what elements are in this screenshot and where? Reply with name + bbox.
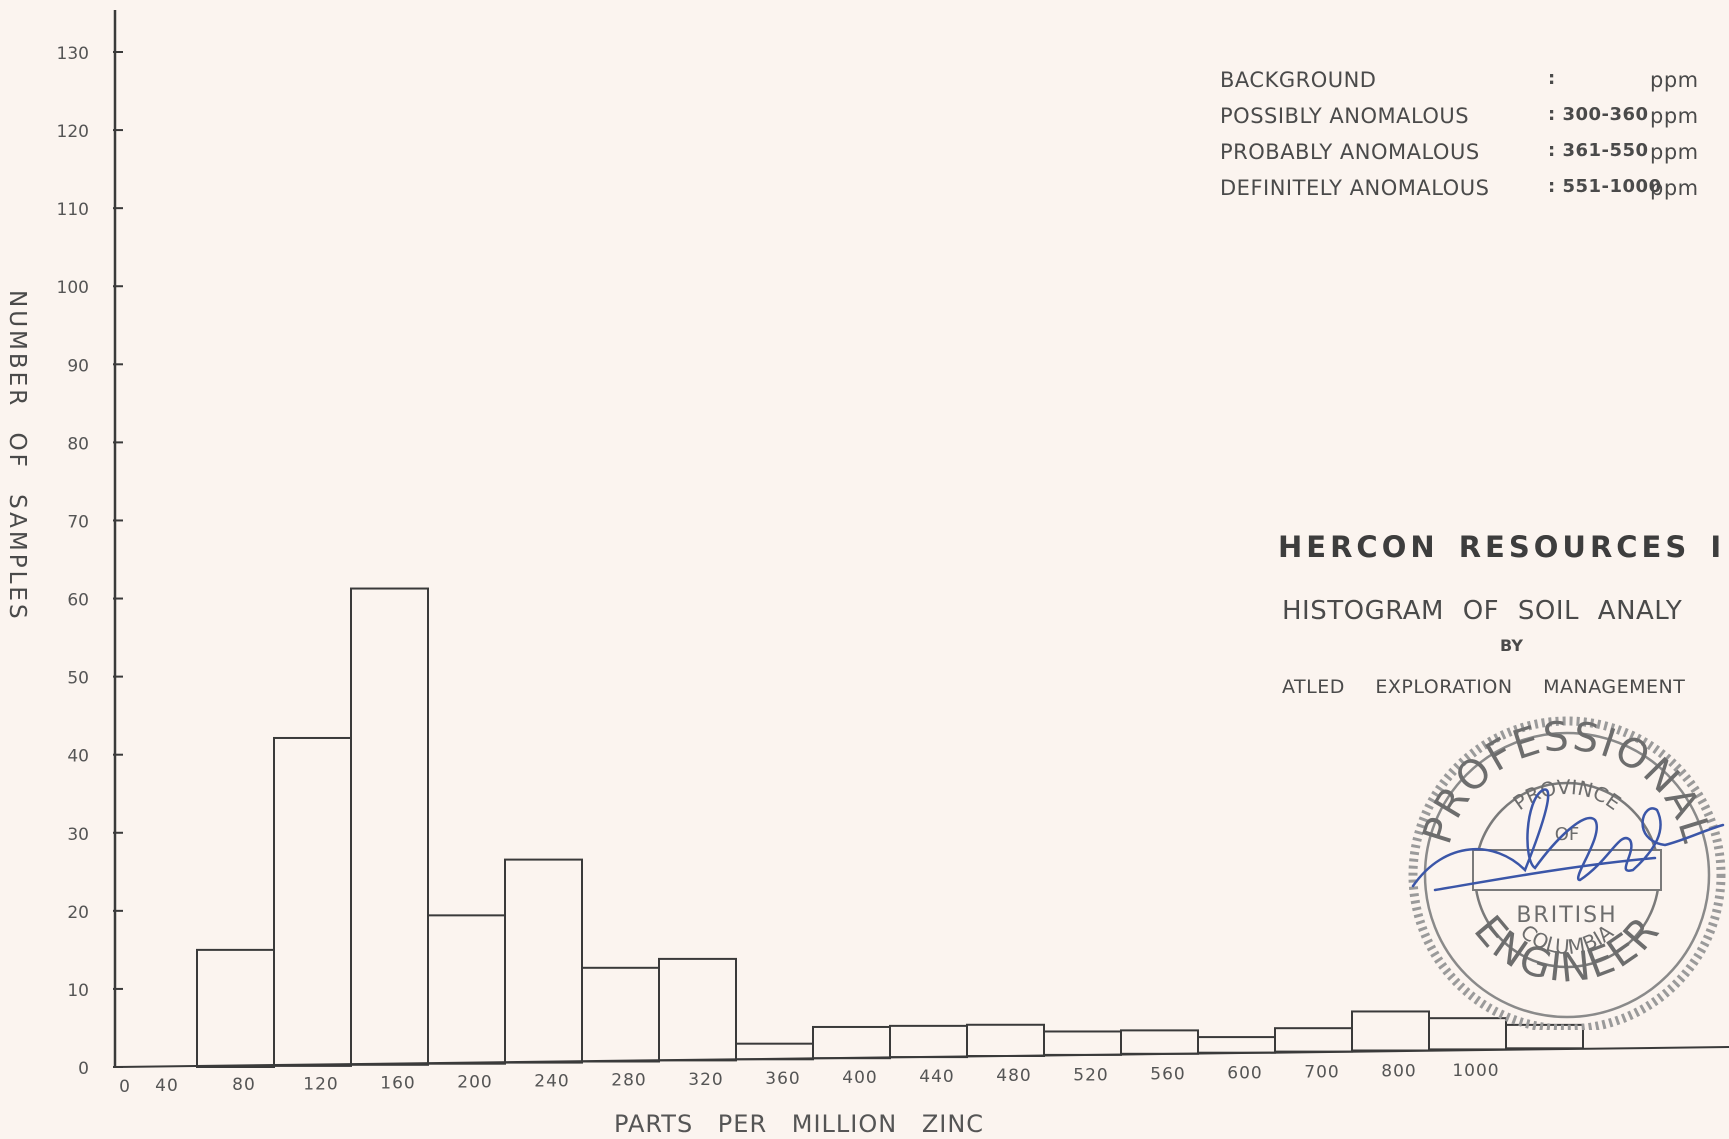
histogram-bars [196,587,1584,1069]
x-tick-label: 200 [457,1073,492,1093]
company-name: HERCON RESOURCES I [1278,530,1726,564]
x-tick-label: 700 [1304,1063,1339,1083]
y-tick-label: 40 [67,747,89,767]
x-tick-label: 440 [919,1067,954,1087]
histogram-bar [1120,1029,1199,1055]
legend-range: : 300-360 [1548,104,1649,125]
legend-range: : 361-550 [1548,140,1649,161]
by-label: BY [1500,636,1523,655]
histogram-bar [658,957,737,1062]
legend-unit: ppm [1650,68,1699,92]
legend-label: DEFINITELY ANOMALOUS [1220,176,1490,200]
histogram-bar [966,1023,1045,1058]
histogram-bar [427,914,506,1065]
engineer-seal-stamp: PROFESSIONAL ENGINEER PROVINCE OF BRITIS… [1408,713,1726,1030]
seal-province-text: PROVINCE [1509,775,1626,815]
x-tick-label: 0 [119,1077,131,1097]
histogram-bar [1274,1027,1353,1053]
y-tick-label: 90 [67,356,89,376]
y-tick-label: 20 [67,903,89,923]
y-tick-label: 10 [67,981,89,1001]
legend-unit: ppm [1650,104,1699,128]
histogram-bar [350,587,429,1066]
x-tick-label: 1000 [1452,1061,1499,1081]
y-axis-label: NUMBER OF SAMPLES [4,290,30,622]
y-tick-label: 80 [67,434,89,454]
x-axis-label: PARTS PER MILLION ZINC [614,1110,985,1138]
chart-title: HISTOGRAM OF SOIL ANALY [1282,596,1683,626]
x-tick-label: 520 [1073,1065,1108,1085]
seal-of-text: OF [1555,824,1580,845]
legend-range: : [1548,68,1556,89]
y-tick-label: 100 [57,278,89,298]
legend-unit: ppm [1650,140,1699,164]
y-tick-label: 70 [67,512,89,532]
histogram-bar [1505,1023,1584,1050]
x-axis-ticks: 0 40 80 120 160 200 240 280 320 360 400 440 480 520 56… [119,1061,1499,1097]
x-tick-label: 600 [1227,1064,1262,1084]
x-tick-label: 400 [842,1068,877,1088]
histogram-bar [504,858,583,1064]
legend-range: : 551-1000 [1548,176,1662,197]
x-tick-label: 40 [155,1076,179,1096]
signature-icon [1411,788,1725,892]
y-tick-label: 120 [57,122,89,142]
histogram-bar [1043,1030,1122,1056]
x-tick-label: 800 [1381,1062,1416,1082]
histogram-bar [735,1042,814,1061]
histogram-bar [812,1025,891,1060]
y-tick-label: 0 [78,1059,89,1079]
x-tick-label: 120 [303,1074,338,1094]
x-tick-label: 560 [1150,1064,1185,1084]
x-tick-label: 320 [688,1070,723,1090]
y-tick-label: 130 [57,44,89,64]
histogram-bar [581,966,660,1063]
y-axis-ticks: 0 10 20 30 40 50 60 70 80 90 100 110 120 130 [57,44,123,1079]
x-tick-label: 480 [996,1066,1031,1086]
y-tick-label: 30 [67,825,89,845]
seal-british-text: BRITISH [1516,903,1617,928]
histogram-bar [889,1024,968,1059]
y-tick-label: 110 [57,200,89,220]
x-tick-label: 80 [232,1075,256,1095]
legend-label: BACKGROUND [1220,68,1377,92]
legend-label: PROBABLY ANOMALOUS [1220,140,1480,164]
histogram-bar [196,948,275,1069]
y-tick-label: 50 [67,669,89,689]
y-tick-label: 60 [67,591,89,611]
legend-unit: ppm [1650,176,1699,200]
legend-label: POSSIBLY ANOMALOUS [1220,104,1470,128]
x-tick-label: 240 [534,1072,569,1092]
x-tick-label: 360 [765,1069,800,1089]
histogram-bar [1197,1036,1276,1054]
x-tick-label: 160 [380,1073,415,1093]
x-tick-label: 280 [611,1071,646,1091]
author-name: ATLED EXPLORATION MANAGEMENT [1282,676,1686,698]
histogram-bar [273,736,352,1067]
